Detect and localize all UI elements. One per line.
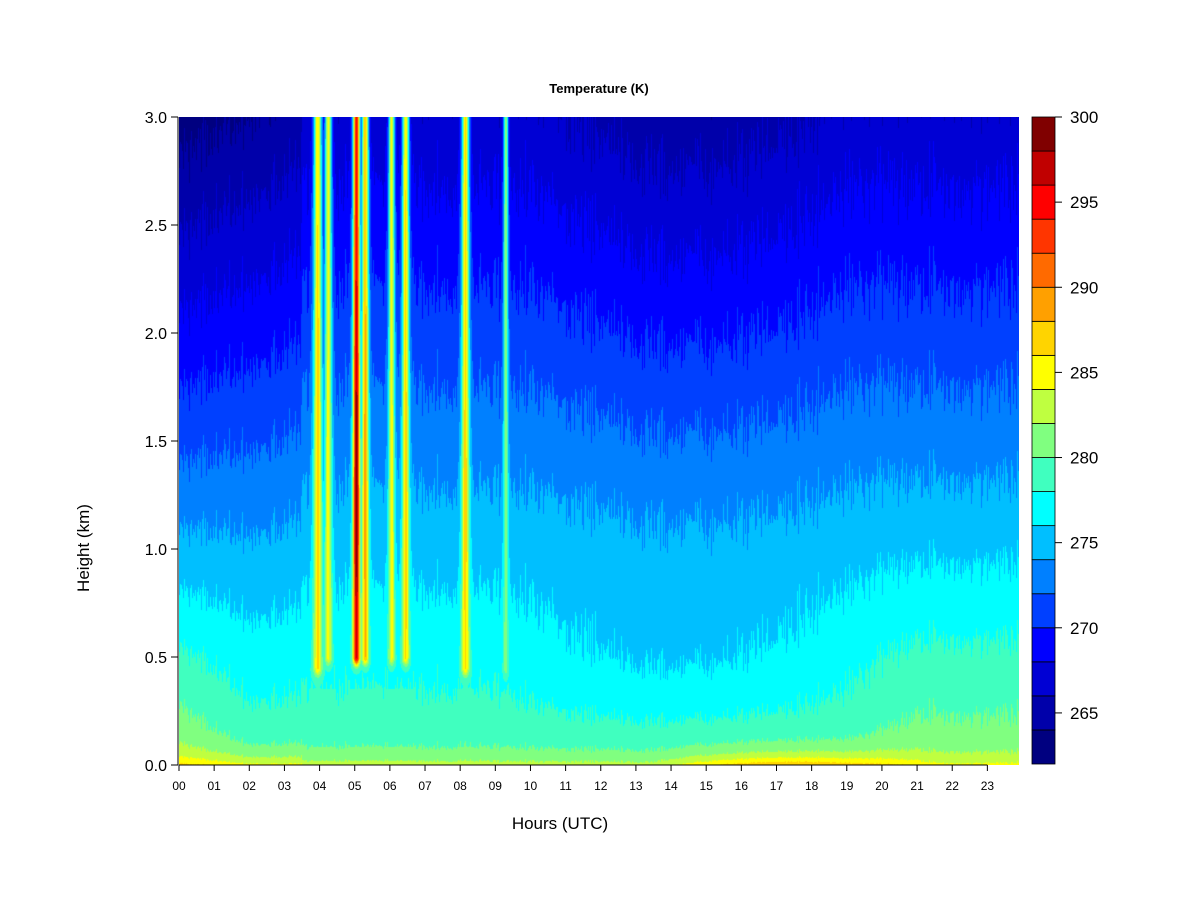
x-tick-label: 11 <box>559 779 572 793</box>
x-tick-label: 21 <box>910 779 924 793</box>
colorbar-swatch <box>1031 116 1056 152</box>
colorbar-swatch <box>1031 627 1056 663</box>
colorbar-swatch <box>1031 184 1056 220</box>
colorbar-swatch <box>1031 320 1056 356</box>
colorbar-swatch <box>1031 423 1056 458</box>
y-axis: 0.0 0.5 1.0 1.5 2.0 2.5 3.0 <box>145 110 179 775</box>
colorbar-tick-label: 275 <box>1070 534 1098 553</box>
x-tick-label: 13 <box>629 779 643 793</box>
colorbar-swatch <box>1031 457 1056 492</box>
heatmap-field-container <box>179 117 1019 765</box>
x-tick-label: 05 <box>348 779 362 793</box>
colorbar-tick-label: 270 <box>1070 619 1098 638</box>
x-axis: 00 01 02 03 04 05 06 07 08 09 10 11 12 13 14 15 16 17 18 19… <box>172 764 995 793</box>
y-tick-label: 2.0 <box>145 326 167 343</box>
x-tick-label: 12 <box>594 779 608 793</box>
colorbar-swatch <box>1031 661 1056 697</box>
colorbar-swatch <box>1031 389 1056 424</box>
x-axis-label: Hours (UTC) <box>512 814 608 833</box>
x-tick-label: 17 <box>770 779 784 793</box>
colorbar-swatch <box>1031 559 1056 595</box>
x-tick-label: 08 <box>453 779 467 793</box>
colorbar-swatch <box>1031 286 1056 322</box>
colorbar-tick-label: 280 <box>1070 449 1098 468</box>
x-tick-label: 06 <box>383 779 397 793</box>
y-tick-label: 0.0 <box>145 758 167 775</box>
x-tick-label: 02 <box>243 779 257 793</box>
x-tick-label: 18 <box>805 779 819 793</box>
x-tick-label: 23 <box>981 779 995 793</box>
colorbar-swatch <box>1031 593 1056 629</box>
colorbar-swatch <box>1031 218 1056 254</box>
colorbar-swatch <box>1031 354 1056 390</box>
x-tick-label: 09 <box>489 779 503 793</box>
x-tick-label: 04 <box>313 779 327 793</box>
y-tick-label: 2.5 <box>145 218 167 235</box>
y-tick-label: 1.5 <box>145 434 167 451</box>
x-tick-label: 03 <box>278 779 292 793</box>
colorbar-swatch <box>1031 252 1056 288</box>
colorbar-tick-label: 285 <box>1070 363 1098 382</box>
colorbar-tick-label: 265 <box>1070 704 1098 723</box>
x-tick-label: 07 <box>418 779 432 793</box>
colorbar-swatch <box>1031 695 1056 731</box>
x-tick-label: 20 <box>875 779 889 793</box>
y-tick-label: 3.0 <box>145 110 167 127</box>
plot-area <box>179 117 1019 765</box>
x-tick-label: 15 <box>700 779 714 793</box>
x-tick-label: 01 <box>207 779 221 793</box>
x-tick-label: 14 <box>664 779 678 793</box>
colorbar-swatch <box>1031 525 1056 561</box>
colorbar-ticks: 265 270 275 280 285 290 295 300 <box>1055 108 1098 723</box>
colorbar <box>1031 116 1056 765</box>
colorbar-swatch <box>1031 729 1056 765</box>
y-tick-label: 1.0 <box>145 542 167 559</box>
colorbar-tick-label: 300 <box>1070 108 1098 127</box>
x-tick-label: 10 <box>524 779 538 793</box>
x-tick-label: 00 <box>172 779 186 793</box>
colorbar-swatch <box>1031 491 1056 527</box>
x-tick-label: 22 <box>946 779 960 793</box>
colorbar-tick-label: 295 <box>1070 193 1098 212</box>
x-tick-label: 19 <box>840 779 854 793</box>
colorbar-swatch <box>1031 150 1056 186</box>
x-tick-label: 16 <box>735 779 749 793</box>
y-tick-label: 0.5 <box>145 650 167 667</box>
chart-title: Temperature (K) <box>549 81 648 96</box>
colorbar-tick-label: 290 <box>1070 278 1098 297</box>
heatmap-field <box>179 117 1019 765</box>
y-axis-label: Height (km) <box>74 504 93 592</box>
